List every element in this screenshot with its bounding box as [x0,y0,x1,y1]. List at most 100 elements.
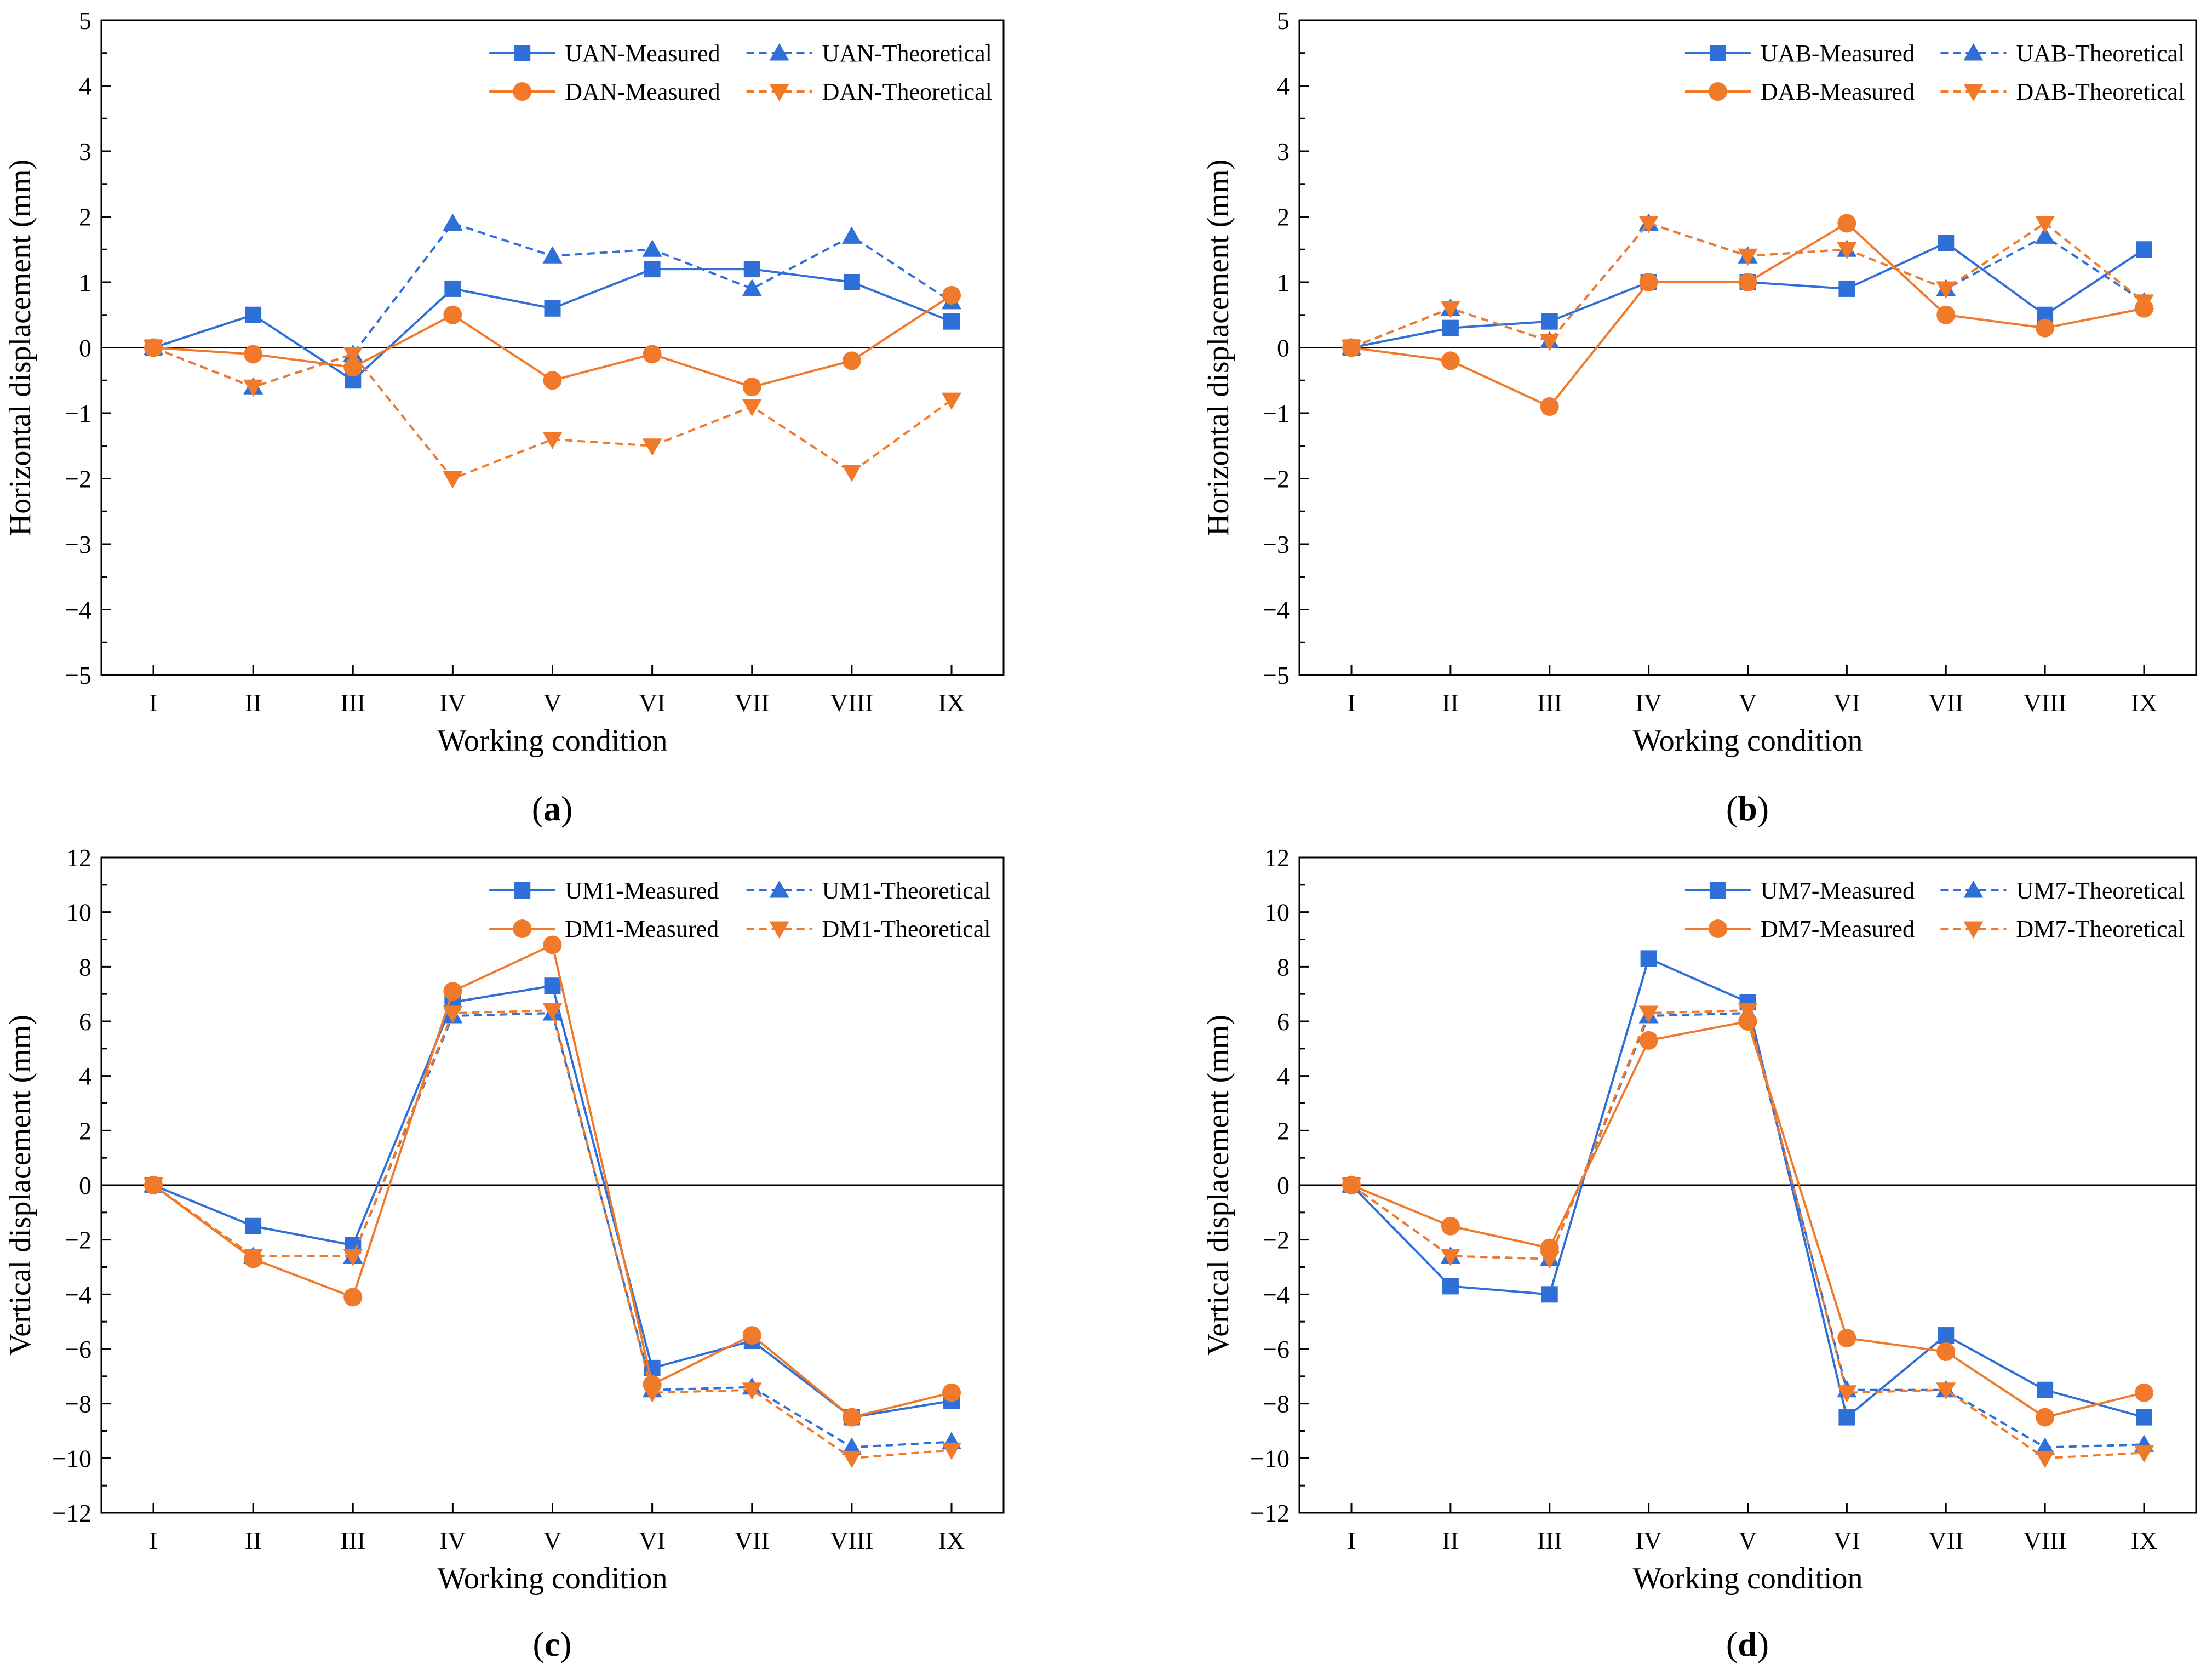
legend-label: UAN-Theoretical [822,40,992,67]
panel-label-letter: d [1738,1625,1757,1663]
legend-entry: DAB-Measured [1684,78,1915,105]
legend-label: DAN-Theoretical [822,78,992,105]
x-tick-label: I [149,1527,157,1554]
legend-entry: UAN-Theoretical [746,40,992,67]
data-point [1442,319,1459,336]
x-tick-label: I [1347,689,1355,717]
data-point [1738,1012,1757,1031]
data-point [643,345,662,364]
x-tick-label: V [543,1527,561,1554]
data-point [243,1249,263,1266]
y-tick-label: 2 [1277,1117,1290,1145]
data-point [1936,1382,1956,1400]
data-point [942,1442,961,1460]
y-tick-label: −8 [1263,1390,1290,1418]
data-point [1539,1251,1560,1269]
data-point [842,351,861,370]
data-point [1938,235,1955,251]
data-point [1440,1249,1460,1266]
legend-label: UAN-Measured [565,40,720,67]
data-point [2036,318,2055,338]
data-point [1837,1385,1857,1403]
y-tick-label: −4 [1263,596,1290,624]
data-point [1738,248,1758,266]
data-point [2136,241,2152,258]
panel-label: (c) [532,1625,571,1663]
panel-label: (b) [1726,789,1769,828]
legend-marker [769,921,789,939]
panel-label-close-paren: ) [1757,1625,1769,1663]
x-tick-label: II [1442,1527,1459,1554]
series-DAN-Theoretical [144,340,961,489]
legend-label: DM7-Measured [1761,916,1915,942]
y-tick-label: 2 [79,1117,91,1145]
data-point [2136,1409,2152,1426]
data-point [742,1382,762,1400]
legend-label: UAB-Measured [1761,40,1915,67]
y-axis-title: Horizontal displacement (mm) [3,159,37,536]
legend-entry: DAB-Theoretical [1940,78,2185,105]
series-line [1350,1009,2145,1460]
legend-marker [513,82,532,101]
data-point [245,306,262,323]
data-point [1441,351,1460,370]
series-DM7-Measured [1342,1012,2153,1427]
data-point [1440,301,1460,318]
data-point [1638,1005,1659,1024]
data-point [642,239,662,257]
data-point [841,1437,862,1455]
y-tick-label: 12 [66,844,91,872]
data-point [2035,215,2055,233]
panel-label-close-paren: ) [560,1625,571,1663]
legend-entry: UAB-Measured [1684,40,1915,67]
data-point [1541,1286,1558,1303]
data-point [443,1005,463,1024]
y-tick-label: 5 [79,7,91,35]
x-tick-label: VIII [830,689,873,717]
legend-label: DAB-Theoretical [2016,78,2185,105]
legend-label: UM1-Theoretical [822,877,991,904]
legend-marker [1708,919,1727,938]
data-point [1838,1409,1855,1426]
data-point [543,371,562,390]
data-point [343,358,363,377]
y-tick-label: 8 [1277,953,1290,981]
series-DM1-Measured [144,935,961,1427]
series-line [153,984,952,1419]
data-point [544,300,561,317]
data-point [1342,1177,1361,1195]
legend-entry: DAN-Theoretical [746,78,992,105]
series-DAB-Theoretical [1342,215,2154,358]
x-tick-label: III [1537,689,1562,717]
y-tick-label: −5 [1263,661,1290,689]
x-tick-label: VI [639,1527,666,1554]
legend-entry: UM7-Theoretical [1940,877,2185,904]
x-axis-title: Working condition [437,1562,667,1596]
x-tick-label: I [1347,1527,1355,1554]
x-tick-label: IV [1635,1527,1662,1554]
legend-entry: DM7-Theoretical [1940,916,2185,942]
legend-entry: DAN-Measured [489,78,720,105]
legend-marker [1963,43,1984,61]
y-tick-label: −6 [65,1335,91,1363]
data-point [343,1249,363,1266]
legend-entry: DM1-Theoretical [746,916,991,942]
data-point [1640,950,1657,967]
x-tick-label: III [1537,1527,1562,1554]
data-point [1838,280,1855,297]
y-tick-label: 10 [66,899,91,927]
x-tick-label: VIII [2024,689,2067,717]
y-tick-label: −4 [1263,1280,1290,1308]
panel-label: (d) [1726,1625,1769,1663]
legend-entry: UAN-Measured [489,40,720,67]
legend-label: UM1-Measured [565,877,719,904]
data-point [243,379,263,397]
data-point [742,378,761,397]
y-tick-label: −10 [52,1444,91,1472]
data-point [2134,1445,2154,1463]
data-point [2135,1383,2153,1402]
legend-label: DM1-Theoretical [822,916,991,942]
